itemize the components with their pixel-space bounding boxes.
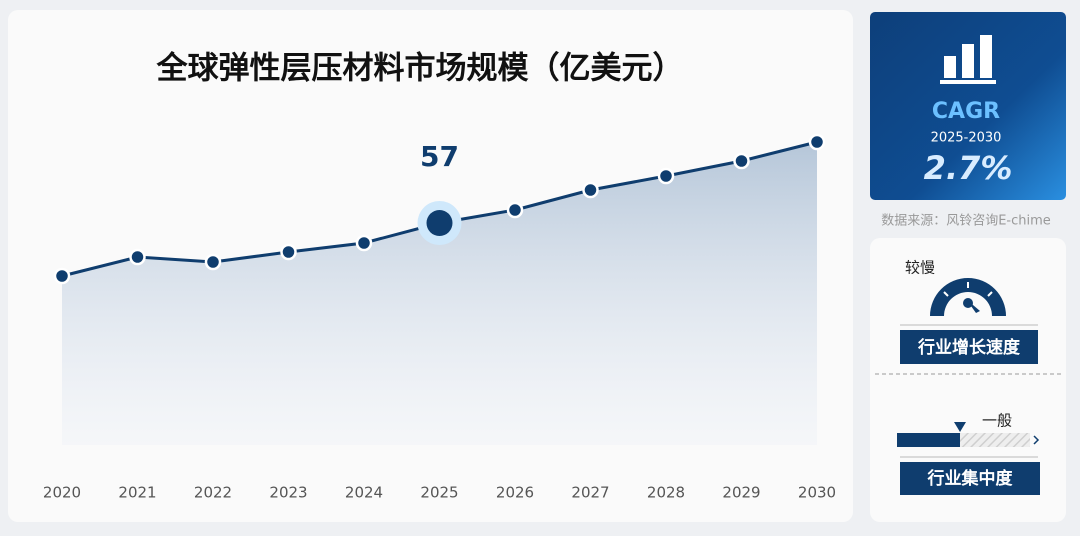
x-tick-label: 2028 xyxy=(647,484,685,502)
point xyxy=(53,267,71,285)
level-bar xyxy=(897,422,1040,447)
x-tick-label: 2027 xyxy=(571,484,609,502)
x-tick-label: 2020 xyxy=(43,484,81,502)
point xyxy=(808,133,826,151)
data-label: 57 xyxy=(420,140,459,173)
source: 数据来源：风铃咨询E-chime xyxy=(881,214,1051,229)
gauge-icon xyxy=(930,278,1006,316)
indicator-label: 行业集中度 xyxy=(927,468,1014,489)
point xyxy=(355,234,373,252)
indicator-level: 一般 xyxy=(982,412,1012,430)
x-tick-label: 2029 xyxy=(722,484,760,502)
cagr-card xyxy=(870,12,1066,200)
x-tick-label: 2023 xyxy=(269,484,307,502)
cagr-period: 2025-2030 xyxy=(931,131,1002,146)
label-box xyxy=(900,462,1040,495)
indicator-label: 行业增长速度 xyxy=(917,337,1021,358)
x-tick-label: 2022 xyxy=(194,484,232,502)
indicator-panel xyxy=(870,238,1066,522)
bar-icon xyxy=(940,35,996,84)
point xyxy=(657,167,675,185)
x-tick-label: 2025 xyxy=(420,484,458,502)
point xyxy=(733,152,750,170)
chart-title: 全球弹性层压材料市场规模（亿美元） xyxy=(156,51,684,87)
area xyxy=(62,142,817,445)
x-tick-label: 2024 xyxy=(345,484,383,502)
x-tick-label: 2030 xyxy=(798,484,836,502)
point xyxy=(129,248,146,266)
x-tick-label: 2021 xyxy=(118,484,156,502)
plot: 2020 2021 2022 2023 2024 2025 57 2026 2027 2028 20… xyxy=(43,133,836,502)
point xyxy=(506,201,524,219)
cagr-value: 2.7% xyxy=(924,149,1013,187)
indicator-level: 较慢 xyxy=(905,259,935,277)
cagr-metric: CAGR xyxy=(932,99,1000,124)
label-box xyxy=(900,330,1038,364)
point xyxy=(204,253,222,271)
point xyxy=(582,181,599,199)
point xyxy=(280,243,297,261)
highlight-point xyxy=(426,210,453,236)
x-tick-label: 2026 xyxy=(496,484,534,502)
